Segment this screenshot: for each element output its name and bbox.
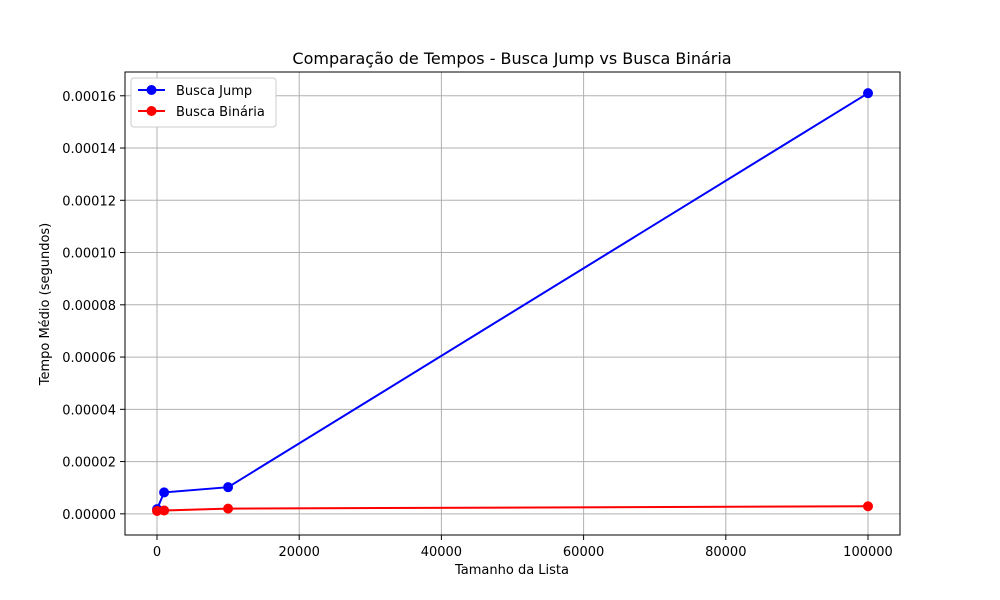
y-axis-label: Tempo Médio (segundos) (38, 223, 53, 387)
y-tick-label: 0.00006 (62, 351, 116, 366)
legend-box (130, 77, 277, 128)
y-tick-label: 0.00004 (62, 403, 116, 418)
x-tick-label: 0 (153, 545, 161, 560)
y-tick-label: 0.00000 (62, 508, 116, 523)
y-tick-label: 0.00002 (62, 456, 116, 471)
grid-layer (125, 72, 900, 535)
x-tick-label: 40000 (421, 545, 462, 560)
x-tick-label: 100000 (843, 545, 893, 560)
legend-label-1: Busca Jump (176, 84, 252, 99)
plot-area-frame (124, 71, 901, 536)
legend-label-2: Busca Binária (176, 105, 265, 120)
y-tick-label: 0.00014 (62, 142, 116, 157)
series-layer (152, 88, 874, 516)
series-line-1 (156, 92, 869, 510)
y-tick-label: 0.00012 (62, 194, 116, 209)
x-tick-label: 20000 (279, 545, 320, 560)
series-2 (152, 501, 874, 516)
x-tick-label: 80000 (705, 545, 746, 560)
series-1-point (159, 487, 170, 498)
x-tick-label: 60000 (563, 545, 604, 560)
series-2-point (863, 501, 874, 512)
series-1-point (223, 482, 234, 493)
y-tick-label: 0.00016 (62, 90, 116, 105)
y-tick-label: 0.00010 (62, 247, 116, 262)
x-axis-label: Tamanho da Lista (454, 563, 569, 578)
y-tick-label: 0.00008 (62, 299, 116, 314)
series-2-point (223, 503, 234, 514)
axes-layer: 0 20000 40000 60000 80000 100000 0.00000 0.0000… (62, 71, 901, 560)
series-1-point (863, 88, 874, 99)
legend-marker-2 (146, 106, 157, 116)
legend-marker-1 (146, 85, 157, 95)
series-2-point (159, 505, 170, 516)
chart-title: Comparação de Tempos - Busca Jump vs Bus… (292, 49, 731, 68)
legend: Busca Jump Busca Binária (130, 77, 277, 128)
